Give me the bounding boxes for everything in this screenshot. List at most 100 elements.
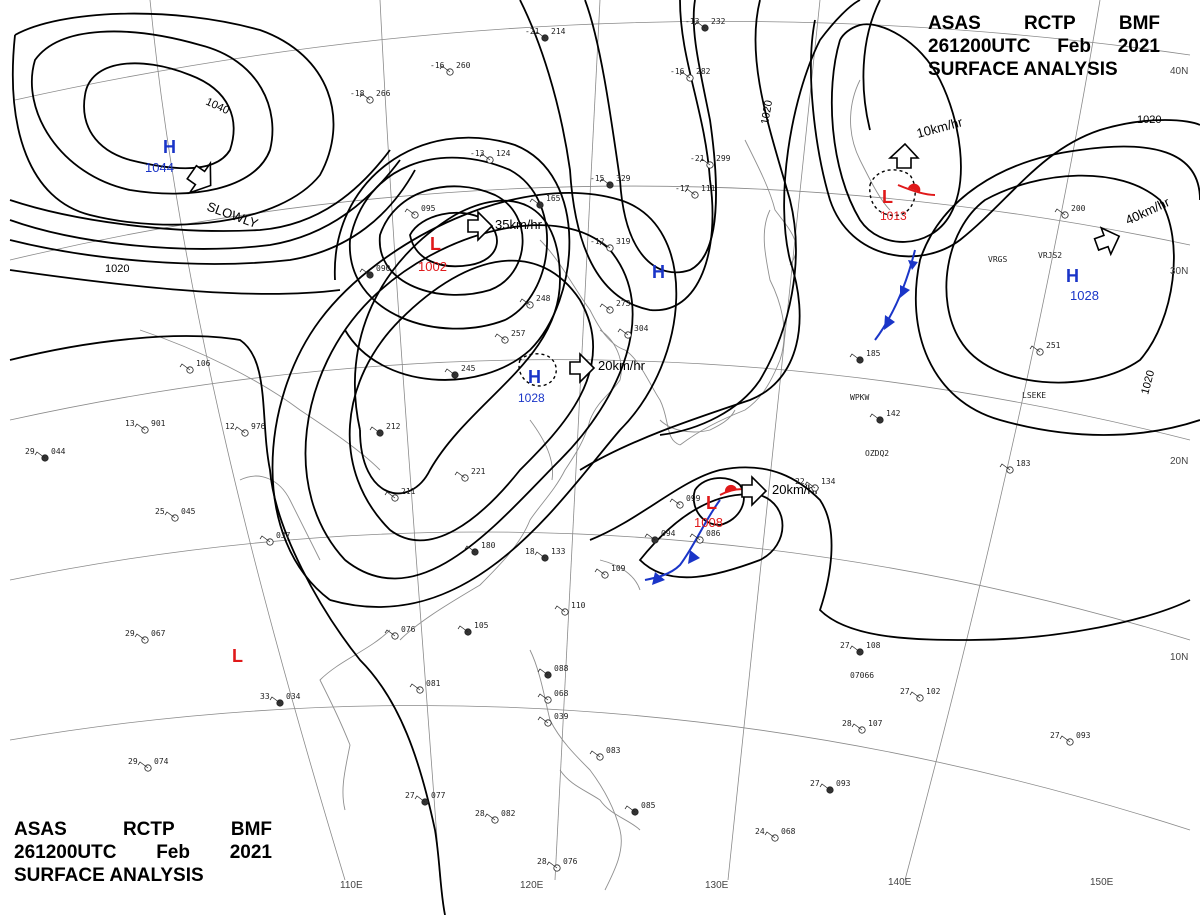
low-center-1002-value: 1002 bbox=[418, 259, 447, 274]
wind-barb bbox=[444, 368, 456, 376]
wind-barb bbox=[537, 716, 549, 724]
wind-barb bbox=[494, 333, 506, 341]
station-pressure: 109 bbox=[611, 564, 626, 573]
wind-barb bbox=[234, 426, 246, 434]
station-plot: 221 bbox=[454, 467, 486, 482]
wind-barb bbox=[644, 533, 656, 541]
station-temperature: 27 bbox=[900, 687, 910, 696]
lon-label-140e: 140E bbox=[888, 877, 912, 888]
station-pressure: 111 bbox=[701, 184, 716, 193]
wind-barb bbox=[404, 208, 416, 216]
station-temperature: 24 bbox=[755, 827, 765, 836]
wind-barb bbox=[599, 178, 611, 186]
pressure-systems: H 1044 L 1002 H H 1028 L 1008 L 1013 H 1… bbox=[145, 137, 1099, 666]
station-pressure: 074 bbox=[154, 757, 169, 766]
station-plot: 27 102 bbox=[900, 687, 941, 702]
wind-barb bbox=[519, 298, 531, 306]
wind-barb bbox=[537, 693, 549, 701]
high-center-1044-value: 1044 bbox=[145, 160, 174, 175]
station-plot: 095 bbox=[404, 204, 436, 219]
station-temperature: -15 bbox=[590, 174, 605, 183]
wind-barb bbox=[134, 423, 146, 431]
wind-barb bbox=[1054, 208, 1066, 216]
station-pressure: 304 bbox=[634, 324, 649, 333]
wind-barb bbox=[457, 625, 469, 633]
station-plot: 183 bbox=[999, 459, 1031, 474]
wind-barb bbox=[869, 413, 881, 421]
wind-barb bbox=[259, 535, 271, 543]
station-pressure: 088 bbox=[554, 664, 569, 673]
lat-label-40n: 40N bbox=[1170, 66, 1188, 77]
station-pressure: 076 bbox=[563, 857, 578, 866]
footer-title-block: ASAS RCTP BMF 261200UTC Feb 2021 SURFACE… bbox=[14, 818, 272, 887]
wind-barb bbox=[849, 645, 861, 653]
station-plot: 28 076 bbox=[537, 857, 578, 872]
station-plot: 085 bbox=[624, 801, 656, 816]
wind-barb bbox=[534, 551, 546, 559]
footer-time: 261200UTC bbox=[14, 842, 117, 863]
station-pressure: 183 bbox=[1016, 459, 1031, 468]
station-pressure: 251 bbox=[1046, 341, 1061, 350]
isobar-label: 1020 bbox=[105, 263, 129, 275]
ship-id: OZDQ2 bbox=[865, 449, 889, 458]
isobar-label: 1020 bbox=[759, 99, 775, 125]
station-pressure: 185 bbox=[866, 349, 881, 358]
isobar-label: 1020 bbox=[1137, 114, 1161, 126]
high-center-1028-west-value: 1028 bbox=[518, 391, 545, 405]
wind-barb bbox=[464, 545, 476, 553]
station-temperature: 27 bbox=[840, 641, 850, 650]
station-pressure: 090 bbox=[376, 264, 391, 273]
station-plot: 13 901 bbox=[125, 419, 166, 434]
station-plot: 27 077 bbox=[405, 791, 446, 806]
station-pressure: 165 bbox=[546, 194, 561, 203]
station-plot: 212 bbox=[369, 422, 401, 437]
station-temperature: 22 bbox=[795, 477, 805, 486]
station-pressure: 105 bbox=[474, 621, 489, 630]
station-pressure: 212 bbox=[386, 422, 401, 431]
wind-barb bbox=[694, 21, 706, 29]
station-temperature: -18 bbox=[350, 89, 365, 98]
motion-arrows bbox=[186, 142, 1121, 507]
station-plots: -21 214 -16 260 -18 266 -13 232 -16 282 -13 124 -15 3… bbox=[25, 17, 1091, 872]
station-pressure: 976 bbox=[251, 422, 266, 431]
ship-id: VRGS bbox=[988, 255, 1007, 264]
wind-barb bbox=[909, 691, 921, 699]
station-temperature: 29 bbox=[25, 447, 35, 456]
station-pressure: 094 bbox=[661, 529, 676, 538]
low-center-1008-value: 1008 bbox=[694, 515, 723, 530]
wind-barb bbox=[537, 668, 549, 676]
header-month: Feb bbox=[1057, 36, 1091, 57]
station-temperature: 33 bbox=[260, 692, 270, 701]
station-pressure: 232 bbox=[711, 17, 726, 26]
station-plot: 12 976 bbox=[225, 422, 266, 437]
lon-label-110e: 110E bbox=[340, 880, 363, 891]
wind-barb bbox=[269, 696, 281, 704]
station-temperature: 27 bbox=[405, 791, 415, 800]
wind-barb bbox=[34, 451, 46, 459]
station-plot: 27 093 bbox=[810, 779, 851, 794]
station-temperature: -21 bbox=[525, 27, 540, 36]
station-temperature: -13 bbox=[470, 149, 485, 158]
motion-label-20-south: 20km/hr bbox=[772, 482, 820, 497]
station-plot: 273 bbox=[599, 299, 631, 314]
wind-barb bbox=[409, 683, 421, 691]
high-center-1028-east: H bbox=[1066, 266, 1079, 286]
wind-barb bbox=[699, 158, 711, 166]
station-pressure: 085 bbox=[641, 801, 656, 810]
station-pressure: 076 bbox=[401, 625, 416, 634]
station-pressure: 107 bbox=[868, 719, 883, 728]
station-plot: 27 108 bbox=[840, 641, 881, 656]
low-center-1002: L bbox=[430, 234, 441, 254]
wind-barb bbox=[849, 353, 861, 361]
wind-barb bbox=[689, 533, 701, 541]
wind-barb bbox=[589, 750, 601, 758]
header-title-block: ASAS RCTP BMF 261200UTC Feb 2021 SURFACE… bbox=[928, 12, 1160, 81]
station-pressure: 214 bbox=[551, 27, 566, 36]
station-plot: 200 bbox=[1054, 204, 1086, 219]
station-plot: 257 bbox=[494, 329, 526, 344]
wind-barb bbox=[439, 65, 451, 73]
wind-barb bbox=[1059, 735, 1071, 743]
station-pressure: 245 bbox=[461, 364, 476, 373]
low-center-1008: L bbox=[706, 493, 717, 513]
station-pressure: 142 bbox=[886, 409, 901, 418]
